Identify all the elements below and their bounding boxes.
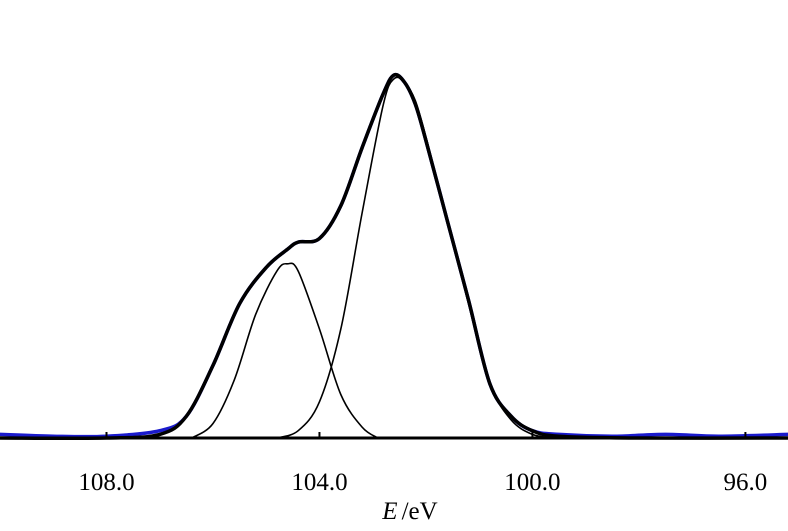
raw-series-line — [0, 72, 788, 439]
x-tick-label: 108.0 — [78, 469, 134, 496]
component-1-series-line — [190, 262, 379, 439]
x-axis-label: E/eV — [381, 498, 437, 525]
x-axis-label-variable: E — [381, 498, 397, 525]
plot-area — [0, 72, 788, 441]
x-axis-ticks: 108.0 104.0 100.0 96.0 — [78, 432, 767, 496]
x-axis-label-unit: /eV — [402, 498, 438, 525]
x-tick-label: 104.0 — [291, 469, 347, 496]
x-tick-label: 100.0 — [504, 469, 560, 496]
x-tick-label: 96.0 — [724, 469, 768, 496]
component-2-series-line — [276, 76, 555, 439]
envelope-series-line — [0, 72, 788, 441]
